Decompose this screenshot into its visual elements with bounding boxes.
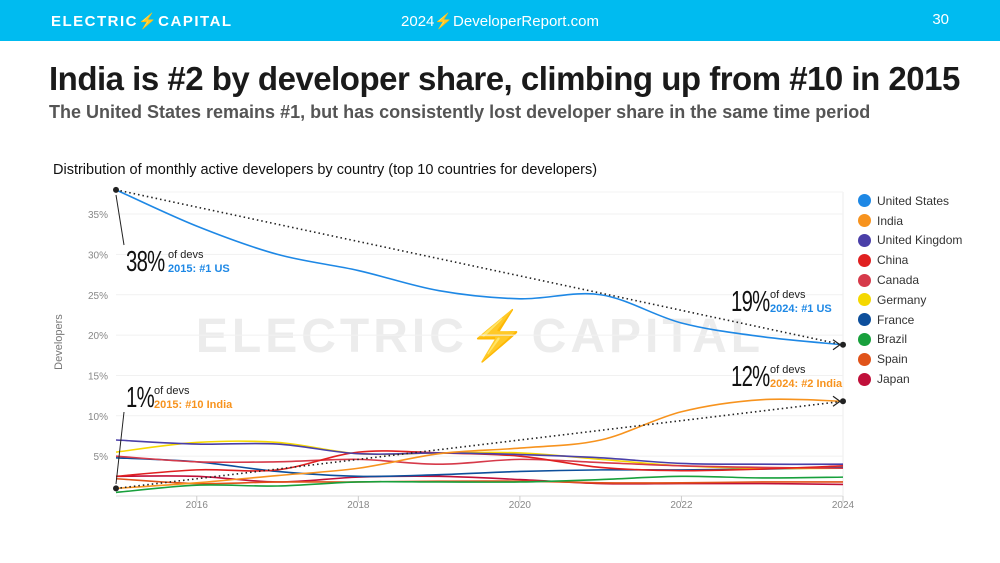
trend-start-point [113, 485, 119, 492]
trend-end-point [840, 341, 846, 348]
annotation-text: of devs [770, 364, 806, 376]
series-line-canada [115, 455, 844, 470]
legend-dot-icon [858, 293, 871, 307]
series-line-brazil [115, 475, 844, 494]
legend-dot-icon [858, 372, 871, 386]
legend-label: United Kingdom [877, 233, 963, 248]
legend-item: China [858, 250, 962, 270]
annotation-text: of devs [168, 249, 204, 261]
annotation-text: of devs [770, 289, 806, 301]
trend-line [115, 400, 844, 490]
legend-label: United States [877, 193, 950, 208]
series-line-united-states [115, 189, 844, 346]
annotation-text: of devs [154, 385, 190, 397]
legend-item: United States [858, 191, 962, 211]
legend-item: India [858, 211, 962, 231]
series-line-united-kingdom [115, 439, 844, 466]
legend-item: Japan [858, 369, 962, 389]
y-tick-label: 30% [88, 250, 108, 261]
legend-item: Spain [858, 349, 962, 369]
y-axis-label: Developers [53, 314, 65, 370]
page-title: India is #2 by developer share, climbing… [49, 60, 960, 97]
site-url: 2024⚡DeveloperReport.com [401, 13, 599, 30]
legend-dot-icon [858, 352, 871, 366]
legend-label: Germany [877, 292, 927, 307]
chart-title: Distribution of monthly active developer… [53, 162, 598, 178]
arrow-head [832, 339, 842, 351]
legend-label: France [877, 312, 915, 327]
legend-dot-icon [858, 273, 871, 287]
legend: United States India United Kingdom China Can… [858, 191, 962, 389]
y-tick-label: 25% [88, 291, 108, 302]
legend-label: Brazil [877, 332, 908, 347]
annotation-value: 1% [126, 382, 155, 414]
trend-end-point [840, 398, 846, 405]
annotation-us-2024: 19% of devs 2024: #1 US [731, 286, 832, 318]
page-subtitle: The United States remains #1, but has co… [49, 102, 871, 122]
legend-item: France [858, 310, 962, 330]
legend-label: China [877, 253, 909, 268]
x-tick-label: 2020 [509, 500, 532, 511]
x-tick-label: 2022 [670, 500, 693, 511]
y-tick-label: 20% [88, 331, 108, 342]
annotation-label: 2015: #1 US [168, 263, 230, 275]
y-tick-label: 35% [88, 210, 108, 221]
legend-dot-icon [858, 194, 871, 208]
annotation-us-2015: 38% of devs 2015: #1 US [126, 246, 230, 278]
legend-label: Spain [877, 352, 908, 367]
legend-item: Brazil [858, 330, 962, 350]
legend-dot-icon [858, 214, 871, 228]
annotation-india-2024: 12% of devs 2024: #2 India [731, 361, 843, 393]
trend-start-point [113, 186, 119, 193]
legend-item: Canada [858, 270, 962, 290]
annotation-label: 2015: #10 India [154, 399, 233, 411]
legend-dot-icon [858, 332, 871, 346]
legend-label: Canada [877, 273, 920, 288]
x-tick-label: 2024 [832, 500, 855, 511]
logo: ELECTRIC⚡CAPITAL [51, 13, 233, 30]
annotation-label: 2024: #2 India [770, 378, 843, 390]
annotation-value: 12% [731, 361, 770, 393]
series-line-spain [115, 477, 844, 485]
legend-dot-icon [858, 253, 871, 267]
y-tick-label: 15% [88, 371, 108, 382]
legend-label: India [877, 213, 904, 228]
annotation-value: 19% [731, 286, 770, 318]
y-tick-label: 10% [88, 412, 108, 423]
arrow-head [832, 395, 842, 407]
legend-item: United Kingdom [858, 231, 962, 251]
y-tick-label: 5% [94, 452, 109, 463]
x-tick-label: 2018 [347, 500, 370, 511]
legend-label: Japan [877, 372, 910, 387]
series-line-india [115, 398, 844, 490]
page-number: 30 [932, 11, 949, 28]
annotation-value: 38% [126, 246, 165, 278]
legend-item: Germany [858, 290, 962, 310]
annotation-label: 2024: #1 US [770, 303, 832, 315]
header-bar: ELECTRIC⚡CAPITAL 2024⚡DeveloperReport.co… [0, 0, 1000, 41]
annotation-india-2015: 1% of devs 2015: #10 India [126, 382, 233, 414]
watermark: ELECTRIC⚡CAPITAL [196, 308, 764, 364]
annotation-leader [115, 411, 125, 485]
legend-dot-icon [858, 233, 871, 247]
legend-dot-icon [858, 313, 871, 327]
x-tick-label: 2016 [186, 500, 209, 511]
annotation-leader [115, 194, 125, 246]
